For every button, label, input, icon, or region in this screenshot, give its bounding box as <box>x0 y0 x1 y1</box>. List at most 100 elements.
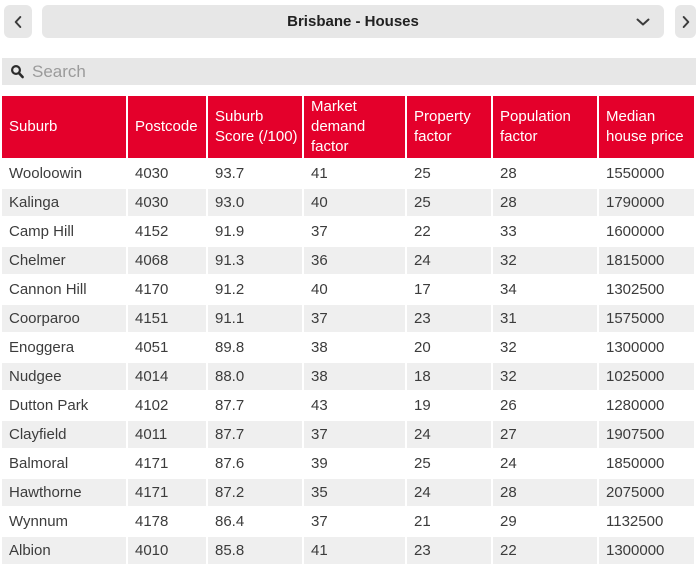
table-cell: 20 <box>414 339 431 356</box>
table-cell: 24 <box>407 479 491 506</box>
table-cell: 93.0 <box>208 189 302 216</box>
table-cell: 43 <box>311 397 328 414</box>
table-cell: Albion <box>2 537 126 564</box>
table-row: Wynnum 4178 86.4 37 21 29 1132500 <box>2 508 694 535</box>
table-cell: 29 <box>500 513 517 530</box>
table-cell: 25 <box>407 189 491 216</box>
dataset-selector-label: Brisbane - Houses <box>287 13 419 30</box>
table-row: Dutton Park 4102 87.7 43 19 26 1280000 <box>2 392 694 419</box>
table-cell: 18 <box>407 363 491 390</box>
column-header-median-house-price: Median house price <box>599 96 694 158</box>
table-cell: 24 <box>407 421 491 448</box>
table-cell: 4171 <box>128 479 206 506</box>
chevron-right-icon <box>681 15 691 29</box>
table-cell: 23 <box>407 537 491 564</box>
table-cell: 1850000 <box>606 455 665 472</box>
table-cell: 33 <box>500 223 517 240</box>
table-cell: 91.3 <box>208 247 302 274</box>
table-cell: 1132500 <box>606 513 664 530</box>
table-cell: 1280000 <box>606 397 665 414</box>
table-cell: Hawthorne <box>2 479 126 506</box>
table-cell: 1025000 <box>599 363 694 390</box>
table-cell: 4102 <box>135 397 169 414</box>
search-icon <box>10 64 25 79</box>
column-header-suburb: Suburb <box>2 96 126 158</box>
table-cell: Balmoral <box>9 455 69 472</box>
table-cell: 37 <box>304 305 405 332</box>
table-cell: 17 <box>414 281 431 298</box>
table-cell: 24 <box>407 247 491 274</box>
search-bar <box>2 58 696 85</box>
table-cell: 32 <box>493 247 597 274</box>
table-cell: 4170 <box>135 281 169 298</box>
table-cell: Enoggera <box>9 339 75 356</box>
table-cell: 4178 <box>135 513 169 530</box>
table-cell: Dutton Park <box>9 397 89 414</box>
table-cell: Kalinga <box>2 189 126 216</box>
table-cell: 1300000 <box>606 339 665 356</box>
table-cell: 87.6 <box>215 455 245 472</box>
table-cell: 25 <box>414 455 431 472</box>
column-header-population-factor: Population factor <box>493 96 597 158</box>
table-cell: 1600000 <box>606 223 665 240</box>
table-cell: 93.7 <box>215 165 245 182</box>
search-input[interactable] <box>32 61 688 82</box>
table-cell: 1790000 <box>599 189 694 216</box>
table-cell: 40 <box>311 281 328 298</box>
table-cell: 38 <box>311 339 328 356</box>
table-cell: 91.9 <box>215 223 245 240</box>
prev-button[interactable] <box>4 5 32 38</box>
table-row: Balmoral 4171 87.6 39 25 24 1850000 <box>2 450 694 477</box>
table-cell: 27 <box>493 421 597 448</box>
table-cell: 4051 <box>135 339 169 356</box>
top-navigation-bar: Brisbane - Houses <box>4 5 696 38</box>
chevron-left-icon <box>13 15 23 29</box>
chevron-down-icon <box>635 17 651 27</box>
table-row: Hawthorne 4171 87.2 35 24 28 2075000 <box>2 479 694 506</box>
table-cell: 4030 <box>128 189 206 216</box>
table-cell: 4011 <box>128 421 206 448</box>
table-cell: 87.7 <box>208 421 302 448</box>
table-cell: Cannon Hill <box>9 281 87 298</box>
table-cell: 4152 <box>135 223 169 240</box>
table-cell: 23 <box>407 305 491 332</box>
table-cell: 35 <box>304 479 405 506</box>
column-header-postcode: Postcode <box>128 96 206 158</box>
table-header: Suburb Postcode Suburb Score (/100) Mark… <box>2 96 694 158</box>
table-cell: 31 <box>493 305 597 332</box>
table-cell: 4014 <box>128 363 206 390</box>
table-cell: Clayfield <box>2 421 126 448</box>
table-cell: 4151 <box>128 305 206 332</box>
table-cell: Camp Hill <box>9 223 75 240</box>
table-row: Camp Hill 4152 91.9 37 22 33 1600000 <box>2 218 694 245</box>
table-row: Enoggera 4051 89.8 38 20 32 1300000 <box>2 334 694 361</box>
table-cell: 1300000 <box>599 537 694 564</box>
table-cell: Wynnum <box>9 513 69 530</box>
table-row: Kalinga 4030 93.0 40 25 28 1790000 <box>2 189 694 216</box>
table-cell: 4171 <box>135 455 169 472</box>
table-cell: 1302500 <box>606 281 665 298</box>
table-cell: 4010 <box>128 537 206 564</box>
table-row: Coorparoo 4151 91.1 37 23 31 1575000 <box>2 305 694 332</box>
next-button[interactable] <box>675 5 696 38</box>
table-cell: 32 <box>500 339 517 356</box>
table-cell: 88.0 <box>208 363 302 390</box>
table-cell: 32 <box>493 363 597 390</box>
table-row: Chelmer 4068 91.3 36 24 32 1815000 <box>2 247 694 274</box>
table-cell: Nudgee <box>2 363 126 390</box>
table-cell: 1550000 <box>606 165 665 182</box>
table-cell: 87.7 <box>215 397 245 414</box>
suburb-data-table: Suburb Postcode Suburb Score (/100) Mark… <box>0 94 696 566</box>
table-cell: 19 <box>414 397 431 414</box>
table-cell: 87.2 <box>208 479 302 506</box>
dataset-selector-dropdown[interactable]: Brisbane - Houses <box>42 5 664 38</box>
table-cell: 24 <box>500 455 517 472</box>
table-cell: Wooloowin <box>9 165 83 182</box>
table-row: Wooloowin 4030 93.7 41 25 28 1550000 <box>2 160 694 187</box>
table-cell: 37 <box>311 513 328 530</box>
table-cell: 41 <box>304 537 405 564</box>
table-cell: 28 <box>493 189 597 216</box>
table-cell: 37 <box>304 421 405 448</box>
table-row: Clayfield 4011 87.7 37 24 27 1907500 <box>2 421 694 448</box>
table-cell: 28 <box>500 165 517 182</box>
